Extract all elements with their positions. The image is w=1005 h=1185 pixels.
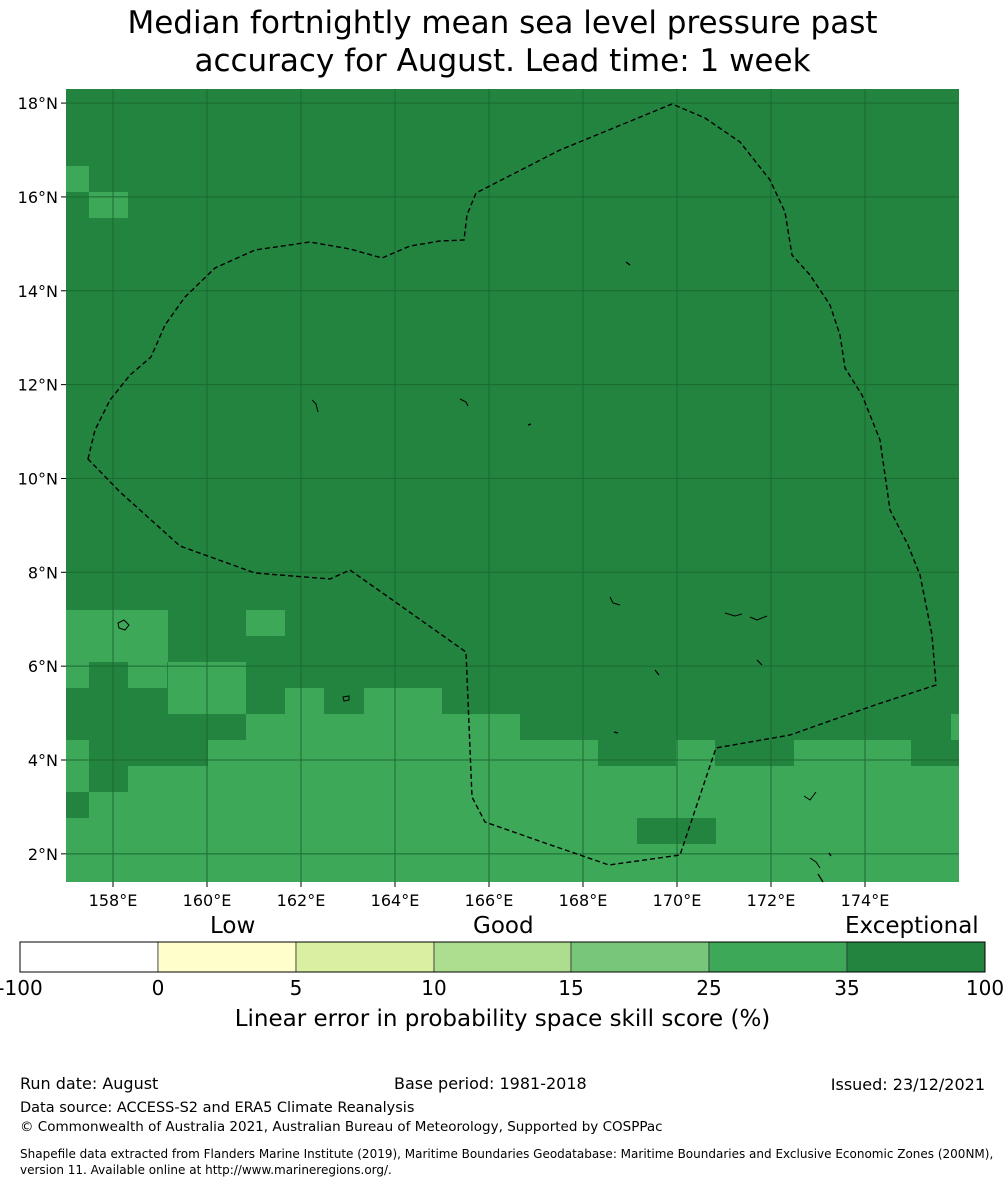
colorbar-tick: 10 bbox=[421, 976, 447, 1000]
island-outline bbox=[311, 399, 319, 413]
colorbar-tick: 0 bbox=[151, 976, 165, 1000]
islands bbox=[117, 261, 832, 883]
lon-tick-label: 160°E bbox=[183, 891, 232, 910]
island-outline bbox=[117, 619, 130, 631]
island-outline bbox=[625, 261, 631, 266]
gridlines bbox=[66, 89, 959, 882]
colorbar-tick: 100 bbox=[965, 976, 1005, 1000]
lon-tick-label: 162°E bbox=[277, 891, 326, 910]
skill-cell bbox=[128, 766, 598, 792]
island-outline bbox=[654, 669, 660, 676]
skill-cell bbox=[89, 192, 128, 218]
skill-cell bbox=[364, 688, 442, 714]
island-outline bbox=[756, 659, 763, 666]
lat-tick-label: 2°N bbox=[28, 845, 58, 864]
title-line-1: Median fortnightly mean sea level pressu… bbox=[127, 5, 878, 41]
colorbar-label: Linear error in probability space skill … bbox=[234, 1006, 771, 1032]
map-area bbox=[66, 89, 959, 883]
lat-tick-label: 12°N bbox=[18, 376, 58, 395]
data-source: Data source: ACCESS-S2 and ERA5 Climate … bbox=[20, 1100, 415, 1116]
island-outline bbox=[527, 423, 532, 426]
colorbar-segment bbox=[19, 941, 159, 973]
lon-tick-label: 172°E bbox=[747, 891, 796, 910]
colorbar-segment bbox=[570, 941, 710, 973]
lat-tick-label: 16°N bbox=[18, 188, 58, 207]
skill-cell bbox=[208, 740, 598, 766]
skill-cell bbox=[89, 792, 959, 818]
run-date: Run date: August bbox=[20, 1074, 159, 1093]
colorbar-tick: 15 bbox=[558, 976, 584, 1000]
colorbar-segment bbox=[433, 941, 572, 973]
category-low: Low bbox=[210, 913, 256, 939]
skill-cell bbox=[66, 166, 89, 192]
colorbar-tick: 35 bbox=[834, 976, 860, 1000]
skill-cell bbox=[246, 610, 285, 636]
lat-tick-label: 14°N bbox=[18, 282, 58, 301]
lat-tick-label: 4°N bbox=[28, 751, 58, 770]
skill-cell bbox=[66, 818, 637, 844]
island-outline bbox=[749, 615, 768, 621]
shapefile-credit: Shapefile data extracted from Flanders M… bbox=[20, 1147, 994, 1177]
colorbar-segment bbox=[157, 941, 297, 973]
island-outline bbox=[613, 731, 619, 734]
chart-title: Median fortnightly mean sea level pressu… bbox=[0, 4, 1005, 80]
island-outline bbox=[459, 398, 469, 407]
skill-cell bbox=[794, 740, 911, 766]
island-outline bbox=[828, 852, 832, 857]
lat-tick-label: 18°N bbox=[18, 94, 58, 113]
island-outline bbox=[342, 695, 350, 702]
colorbar-tick: 25 bbox=[696, 976, 722, 1000]
skill-cell bbox=[66, 662, 89, 688]
island-outline bbox=[609, 596, 621, 606]
island-outline bbox=[724, 612, 743, 617]
skill-cell bbox=[676, 740, 715, 766]
latitude-axis: 18°N 16°N 14°N 12°N 10°N 8°N 6°N 4°N 2°N bbox=[18, 94, 66, 864]
island-outline bbox=[817, 873, 824, 883]
skill-cell bbox=[66, 844, 959, 882]
colorbar-tick: 5 bbox=[289, 976, 303, 1000]
lon-tick-label: 158°E bbox=[89, 891, 138, 910]
skill-cell bbox=[246, 714, 442, 740]
skill-cell bbox=[66, 610, 168, 662]
copyright: © Commonwealth of Australia 2021, Austra… bbox=[20, 1119, 663, 1135]
lon-tick-label: 174°E bbox=[841, 891, 890, 910]
longitude-axis: 158°E 160°E 162°E 164°E 166°E 168°E 170°E 172°E… bbox=[89, 882, 890, 910]
lat-tick-label: 10°N bbox=[18, 469, 58, 488]
skill-cell bbox=[66, 740, 89, 792]
colorbar bbox=[19, 941, 986, 973]
colorbar-segment bbox=[846, 941, 986, 973]
skill-cells bbox=[66, 166, 959, 882]
skill-cell bbox=[598, 766, 959, 792]
colorbar-tick: -100 bbox=[0, 976, 43, 1000]
island-outline bbox=[803, 791, 817, 801]
colorbar-segment bbox=[708, 941, 848, 973]
title-line-2: accuracy for August. Lead time: 1 week bbox=[194, 43, 811, 79]
lon-tick-label: 164°E bbox=[371, 891, 420, 910]
issued-date: Issued: 23/12/2021 bbox=[830, 1075, 985, 1094]
skill-cell bbox=[951, 714, 959, 740]
skill-cell bbox=[716, 818, 959, 844]
colorbar-segment bbox=[295, 941, 435, 973]
island-outline bbox=[809, 857, 821, 869]
base-period: Base period: 1981-2018 bbox=[394, 1074, 587, 1093]
lon-tick-label: 170°E bbox=[653, 891, 702, 910]
lat-tick-label: 6°N bbox=[28, 657, 58, 676]
lon-tick-label: 166°E bbox=[465, 891, 514, 910]
category-exceptional: Exceptional bbox=[845, 913, 979, 939]
lat-tick-label: 8°N bbox=[28, 563, 58, 582]
skill-cell bbox=[442, 714, 520, 740]
category-good: Good bbox=[473, 913, 534, 939]
lon-tick-label: 168°E bbox=[559, 891, 608, 910]
skill-cell bbox=[285, 688, 324, 714]
colorbar-frame bbox=[19, 941, 986, 973]
